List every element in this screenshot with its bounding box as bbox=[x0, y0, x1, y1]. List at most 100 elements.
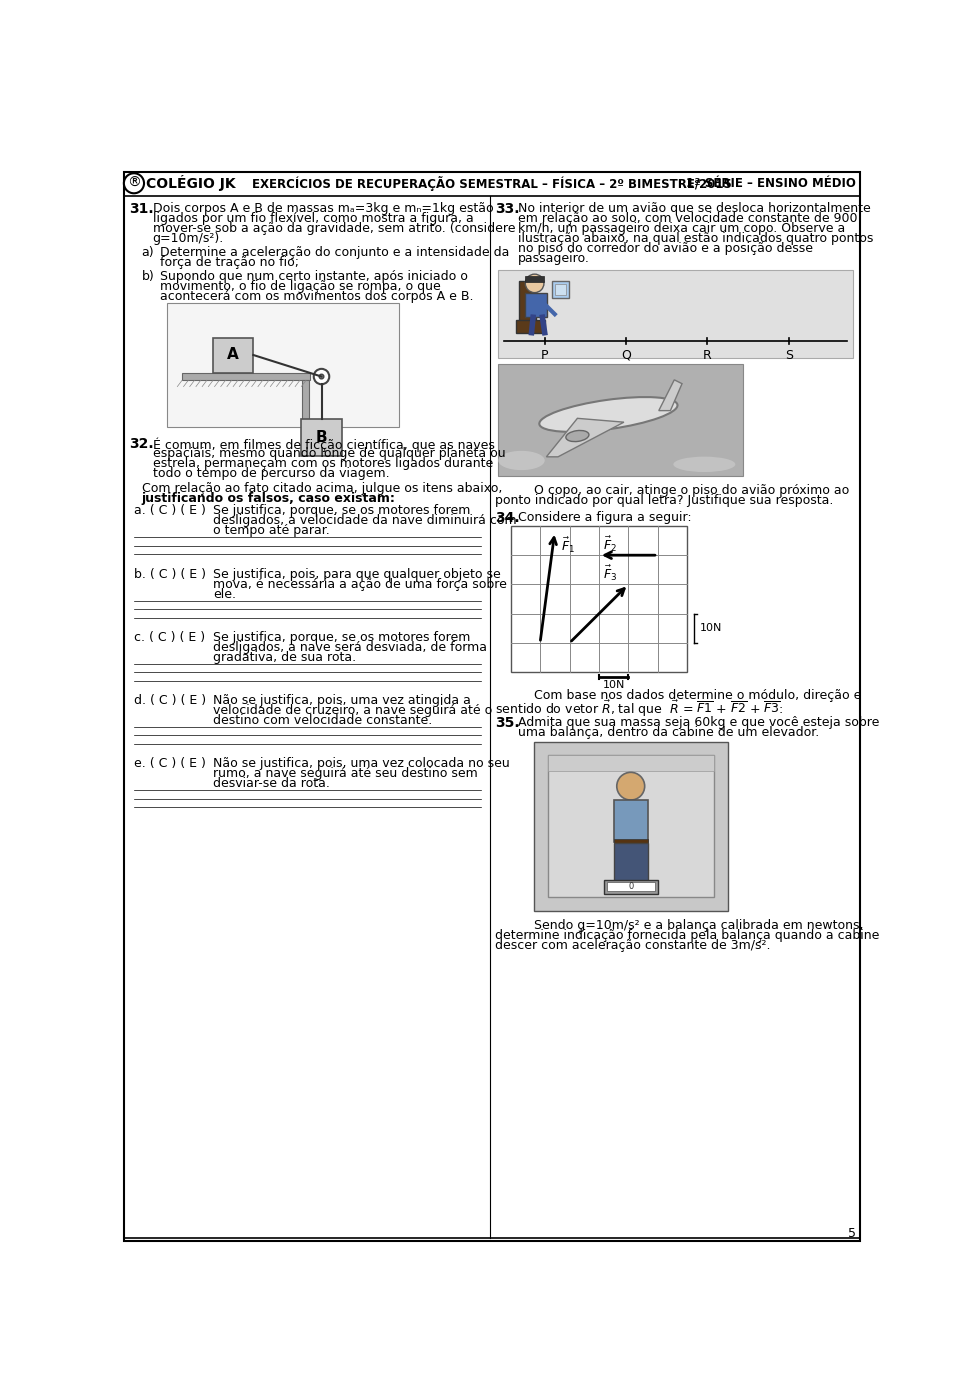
Text: mover-se sob a ação da gravidade, sem atrito. (considere: mover-se sob a ação da gravidade, sem at… bbox=[153, 222, 516, 235]
Text: 1ª SÉRIE – ENSINO MÉDIO: 1ª SÉRIE – ENSINO MÉDIO bbox=[686, 176, 856, 190]
Text: a): a) bbox=[142, 246, 155, 259]
Text: Admita que sua massa seja 60kg e que você esteja sobre: Admita que sua massa seja 60kg e que voc… bbox=[518, 716, 879, 729]
Bar bbox=[516, 319, 545, 333]
Bar bbox=[519, 281, 537, 332]
Text: 33.: 33. bbox=[495, 201, 519, 215]
Text: 31.: 31. bbox=[130, 201, 154, 215]
Text: d. ( C ) ( E ): d. ( C ) ( E ) bbox=[134, 694, 206, 706]
Text: Determine a aceleração do conjunto e a intensidade da: Determine a aceleração do conjunto e a i… bbox=[160, 246, 510, 259]
Text: Se justifica, pois, para que qualquer objeto se: Se justifica, pois, para que qualquer ob… bbox=[213, 568, 501, 581]
Text: desligados, a nave será desviada, de forma: desligados, a nave será desviada, de for… bbox=[213, 641, 487, 653]
Bar bbox=[525, 292, 547, 318]
Text: P: P bbox=[540, 348, 548, 362]
Text: espaciais, mesmo quando longe de qualquer planeta ou: espaciais, mesmo quando longe de qualque… bbox=[153, 448, 505, 460]
Text: B: B bbox=[316, 429, 327, 445]
Text: 35.: 35. bbox=[495, 716, 519, 730]
Bar bbox=[613, 838, 648, 844]
Text: S: S bbox=[785, 348, 793, 362]
Text: Sendo g=10m/s² e a balança calibrada em newtons,: Sendo g=10m/s² e a balança calibrada em … bbox=[534, 919, 863, 932]
Text: ponto indicado por qual letra? Justifique sua resposta.: ponto indicado por qual letra? Justifiqu… bbox=[495, 494, 833, 506]
Text: 10N: 10N bbox=[603, 680, 625, 690]
Text: 32.: 32. bbox=[130, 438, 154, 452]
Text: estrela, permaneçam com os motores ligados durante: estrela, permaneçam com os motores ligad… bbox=[153, 457, 492, 470]
Text: b. ( C ) ( E ): b. ( C ) ( E ) bbox=[134, 568, 206, 581]
Bar bbox=[213, 339, 253, 372]
Polygon shape bbox=[546, 418, 624, 457]
Text: 34.: 34. bbox=[495, 511, 519, 525]
Text: 10N: 10N bbox=[700, 624, 722, 634]
Circle shape bbox=[525, 274, 544, 292]
Text: acontecerá com os movimentos dos corpos A e B.: acontecerá com os movimentos dos corpos … bbox=[160, 290, 474, 302]
Text: 5: 5 bbox=[849, 1227, 856, 1241]
Polygon shape bbox=[659, 379, 682, 411]
Circle shape bbox=[314, 369, 329, 385]
Text: É comum, em filmes de ficção científica, que as naves: É comum, em filmes de ficção científica,… bbox=[153, 438, 494, 452]
Text: COLÉGIO JK: COLÉGIO JK bbox=[146, 175, 236, 192]
Bar bbox=[613, 844, 648, 881]
Text: Se justifica, porque, se os motores forem: Se justifica, porque, se os motores fore… bbox=[213, 631, 470, 644]
Ellipse shape bbox=[565, 431, 588, 442]
Ellipse shape bbox=[632, 883, 649, 890]
Text: determine indicação fornecida pela balança quando a cabine: determine indicação fornecida pela balan… bbox=[495, 929, 879, 942]
Bar bbox=[525, 276, 544, 281]
Text: $\vec{F}_3$: $\vec{F}_3$ bbox=[603, 564, 616, 583]
Text: Considere a figura a seguir:: Considere a figura a seguir: bbox=[518, 511, 692, 523]
Bar bbox=[607, 883, 655, 891]
Text: o tempo até parar.: o tempo até parar. bbox=[213, 525, 329, 537]
Text: $\vec{F}_1$: $\vec{F}_1$ bbox=[561, 536, 575, 555]
Text: velocidade de cruzeiro, a nave seguirá até o: velocidade de cruzeiro, a nave seguirá a… bbox=[213, 704, 492, 716]
Text: no piso do corredor do avião e a posição desse: no piso do corredor do avião e a posição… bbox=[518, 242, 813, 255]
Text: R: R bbox=[703, 348, 711, 362]
Bar bbox=[534, 741, 728, 911]
Text: Não se justifica, pois, uma vez atingida a: Não se justifica, pois, uma vez atingida… bbox=[213, 694, 470, 706]
Text: A: A bbox=[228, 347, 239, 362]
Text: a. ( C ) ( E ): a. ( C ) ( E ) bbox=[134, 505, 205, 518]
Text: EXERCÍCIOS DE RECUPERAÇÃO SEMESTRAL – FÍSICA – 2º BIMESTRE/2015: EXERCÍCIOS DE RECUPERAÇÃO SEMESTRAL – FÍ… bbox=[252, 176, 732, 190]
Text: 0: 0 bbox=[628, 881, 634, 891]
Bar bbox=[301, 418, 342, 456]
Text: ilustração abaixo, na qual estão indicados quatro pontos: ilustração abaixo, na qual estão indicad… bbox=[518, 232, 874, 245]
Circle shape bbox=[124, 173, 144, 193]
Bar bbox=[548, 755, 713, 771]
Text: $\vec{F}_2$: $\vec{F}_2$ bbox=[603, 534, 616, 554]
Text: movimento, o fio de ligação se rompa, o que: movimento, o fio de ligação se rompa, o … bbox=[160, 280, 441, 292]
Bar bbox=[552, 281, 568, 298]
Bar bbox=[511, 526, 687, 673]
Text: Supondo que num certo instante, após iniciado o: Supondo que num certo instante, após ini… bbox=[160, 270, 468, 283]
Text: descer com aceleração constante de 3m/s².: descer com aceleração constante de 3m/s²… bbox=[495, 939, 771, 951]
Bar bbox=[555, 284, 565, 295]
Bar bbox=[182, 372, 310, 381]
Text: força de tração no fio;: força de tração no fio; bbox=[160, 256, 300, 270]
Text: km/h, um passageiro deixa cair um copo. Observe a: km/h, um passageiro deixa cair um copo. … bbox=[518, 222, 846, 235]
Bar bbox=[613, 800, 648, 842]
Text: rumo, a nave seguirá até seu destino sem: rumo, a nave seguirá até seu destino sem bbox=[213, 767, 478, 779]
Text: Se justifica, porque, se os motores forem: Se justifica, porque, se os motores fore… bbox=[213, 505, 470, 518]
Bar bbox=[498, 270, 853, 358]
Text: uma balança, dentro da cabine de um elevador.: uma balança, dentro da cabine de um elev… bbox=[518, 726, 820, 739]
Text: mova, é necessária a ação de uma força sobre: mova, é necessária a ação de uma força s… bbox=[213, 578, 507, 590]
Text: sentido do vetor $\vec{R}$, tal que  $\vec{R}$ = $\overline{F1}$ + $\overline{F2: sentido do vetor $\vec{R}$, tal que $\ve… bbox=[495, 700, 783, 719]
Text: No interior de um avião que se desloca horizontalmente: No interior de um avião que se desloca h… bbox=[518, 201, 871, 215]
Text: Q: Q bbox=[621, 348, 631, 362]
Text: O copo, ao cair, atinge o piso do avião próximo ao: O copo, ao cair, atinge o piso do avião … bbox=[534, 484, 849, 497]
Text: ®: ® bbox=[127, 176, 141, 190]
Text: Com relação ao fato citado acima, julgue os itens abaixo,: Com relação ao fato citado acima, julgue… bbox=[142, 483, 502, 495]
Text: Dois corpos A e B de massas mₐ=3kg e mₙ=1kg estão: Dois corpos A e B de massas mₐ=3kg e mₙ=… bbox=[153, 201, 493, 215]
Bar bbox=[302, 381, 309, 422]
Bar bbox=[166, 304, 399, 427]
Text: Com base nos dados determine o módulo, direção e: Com base nos dados determine o módulo, d… bbox=[534, 690, 861, 702]
Ellipse shape bbox=[673, 456, 735, 471]
Text: passageiro.: passageiro. bbox=[518, 252, 590, 264]
Text: desligados, a velocidade da nave diminuirá com: desligados, a velocidade da nave diminui… bbox=[213, 515, 516, 527]
Text: justificando os falsos, caso existam:: justificando os falsos, caso existam: bbox=[142, 492, 396, 505]
Text: ele.: ele. bbox=[213, 588, 236, 600]
Text: destino com velocidade constante.: destino com velocidade constante. bbox=[213, 713, 432, 727]
Ellipse shape bbox=[498, 450, 544, 470]
Circle shape bbox=[319, 375, 324, 379]
Text: g=10m/s²).: g=10m/s²). bbox=[153, 232, 224, 245]
Bar bbox=[548, 755, 713, 897]
Text: desviar-se da rota.: desviar-se da rota. bbox=[213, 776, 330, 790]
Circle shape bbox=[616, 772, 645, 800]
Text: c. ( C ) ( E ): c. ( C ) ( E ) bbox=[134, 631, 205, 644]
Text: em relação ao solo, com velocidade constante de 900: em relação ao solo, com velocidade const… bbox=[518, 211, 858, 225]
